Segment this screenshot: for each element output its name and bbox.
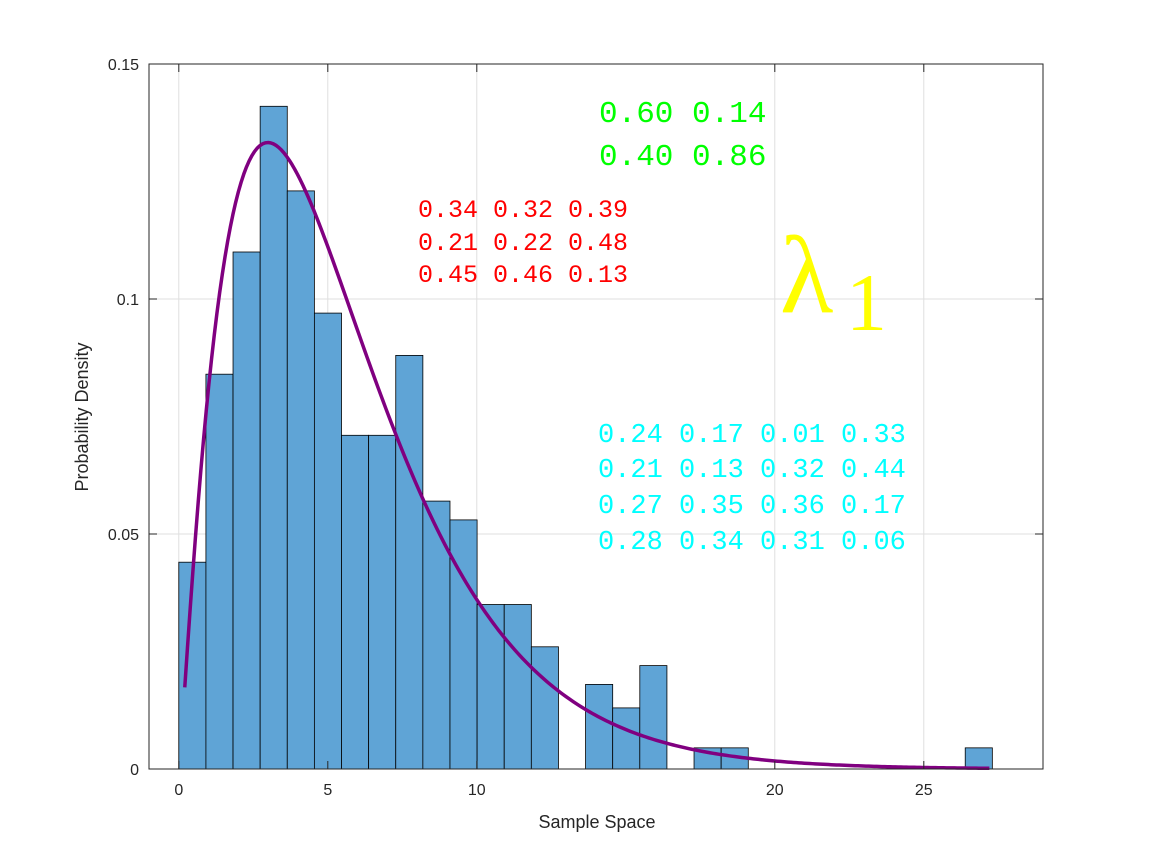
histogram-bar-8 [395, 354, 424, 770]
histogram-bar-29 [964, 747, 993, 770]
y-tick-label-3: 0.15 [108, 57, 139, 74]
x-tick-label-2: 10 [468, 782, 486, 799]
annotation-red-line-2: 0.21 0.22 0.48 [418, 229, 628, 258]
annotation-red-line-1: 0.34 0.32 0.39 [418, 196, 628, 225]
histogram-bar-4 [286, 190, 315, 770]
histogram-bar-13 [530, 646, 559, 770]
annotation-cyan-line-4: 0.28 0.34 0.31 0.06 [598, 528, 906, 558]
lambda-subscript: 1 [846, 257, 887, 348]
axes [148, 63, 1044, 770]
histogram-bar-17 [639, 665, 668, 770]
lambda-symbol: λ [780, 214, 833, 336]
plot-box [148, 63, 1044, 770]
lambda-label: λ 1 [780, 214, 887, 348]
y-axis-label: Probability Density [72, 342, 92, 491]
histogram-bar-6 [341, 434, 370, 770]
annotation-red: 0.34 0.32 0.39 0.21 0.22 0.48 0.45 0.46 … [418, 196, 628, 290]
annotation-cyan-line-2: 0.21 0.13 0.32 0.44 [598, 456, 906, 486]
annotation-cyan-line-1: 0.24 0.17 0.01 0.33 [598, 421, 906, 451]
histogram-bars [178, 105, 993, 770]
x-tick-label-4: 25 [915, 782, 933, 799]
x-tick-label-3: 20 [766, 782, 784, 799]
histogram-bar-11 [476, 604, 505, 770]
y-tick-label-1: 0.05 [108, 527, 139, 544]
tick-labels: 0 5 10 20 25 0 0.05 0.1 0.15 [108, 57, 933, 799]
histogram-bar-9 [422, 500, 451, 770]
histogram-bar-5 [313, 312, 342, 770]
histogram-bar-16 [612, 707, 641, 770]
x-tick-label-1: 5 [323, 782, 332, 799]
histogram-bar-12 [503, 604, 532, 770]
annotation-green-line-1: 0.60 0.14 [599, 97, 766, 132]
histogram-bar-10 [449, 519, 478, 770]
annotation-green: 0.60 0.14 0.40 0.86 [599, 97, 766, 175]
fit-curve-group [183, 140, 990, 771]
annotation-cyan-line-3: 0.27 0.35 0.36 0.17 [598, 492, 906, 522]
x-tick-label-0: 0 [174, 782, 183, 799]
annotation-cyan: 0.24 0.17 0.01 0.33 0.21 0.13 0.32 0.44 … [598, 421, 906, 558]
histogram-bar-7 [368, 434, 397, 770]
histogram-bar-1 [205, 373, 234, 770]
histogram-bar-3 [259, 105, 288, 770]
histogram-bar-2 [232, 251, 261, 770]
annotation-red-line-3: 0.45 0.46 0.13 [418, 261, 628, 290]
y-tick-label-2: 0.1 [117, 292, 139, 309]
histogram-bar-15 [585, 684, 614, 770]
fit-curve [183, 140, 990, 771]
y-tick-label-0: 0 [130, 762, 139, 779]
x-axis-label: Sample Space [538, 812, 655, 832]
annotation-green-line-2: 0.40 0.86 [599, 140, 766, 175]
